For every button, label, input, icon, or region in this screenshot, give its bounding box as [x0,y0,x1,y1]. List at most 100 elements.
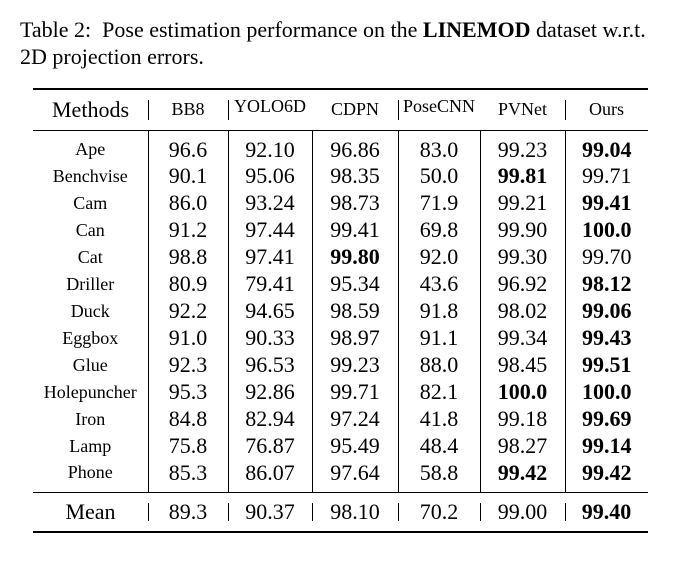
cell-bold: 99.06 [582,298,632,323]
cell: 95.34 [311,270,398,298]
caption-text: Pose estimation performance on the [102,17,418,42]
cell: 94.65 [227,297,312,325]
cell: 98.27 [479,432,565,460]
cell: 96.86 [311,130,398,163]
cell: 95.49 [311,432,398,460]
table-row: Cat 98.8 97.41 99.80 92.0 99.30 99.70 [33,243,648,271]
cell: 97.24 [311,405,398,433]
table-row: Holepuncher 95.3 92.86 99.71 82.1 100.0 100.0 [33,378,648,406]
cell: 98.97 [311,324,398,352]
cell: 76.87 [227,432,312,460]
cell-bold: 100.0 [497,379,548,404]
cell: 91.0 [147,324,228,352]
cell: 92.86 [227,378,312,406]
cell: 43.6 [397,270,480,298]
header-cell: PoseCNN [398,89,480,130]
cell-bold: 100.0 [582,379,632,404]
cell: 99.04 [564,130,648,163]
row-label: Eggbox [62,327,119,348]
cell: 91.1 [397,324,480,352]
cell-bold: 99.51 [582,352,632,377]
cell: 99.23 [311,351,398,379]
header-text: Ours [589,99,624,120]
cell: 96.53 [227,351,312,379]
cell: 48.4 [397,432,480,460]
cell: 98.8 [147,243,228,271]
cell: 88.0 [397,351,480,379]
row-label: Can [75,219,105,240]
cell-bold: 99.81 [497,163,548,188]
results-table: Methods BB8 YOLO6D CDPN PoseCNN PVNet Ou… [33,88,648,533]
row-label: Duck [70,300,110,321]
cell-bold: 99.42 [582,459,632,485]
caption: Table 2: Pose estimation performance on … [20,16,670,70]
cell-bold: 99.41 [582,190,632,215]
cell: 99.51 [564,351,648,379]
cell: 84.8 [147,405,228,433]
header-row: Methods BB8 YOLO6D CDPN PoseCNN PVNet Ou… [33,89,648,130]
cell: 85.3 [147,459,228,492]
cell: 98.45 [479,351,565,379]
cell-bold: 99.69 [582,406,632,431]
header-cell: YOLO6D [228,89,312,130]
cell: 69.8 [397,216,480,244]
table-row: Can 91.2 97.44 99.41 69.8 99.90 100.0 [33,216,648,244]
cell: 79.41 [227,270,312,298]
table-row: Phone 85.3 86.07 97.64 58.8 99.42 99.42 [33,459,648,492]
cell: 100.0 [479,378,565,406]
cell: 97.41 [227,243,312,271]
cell: 100.0 [564,378,648,406]
cell: 99.00 [480,492,565,532]
cell-bold: 99.80 [330,244,380,269]
table-row: Eggbox 91.0 90.33 98.97 91.1 99.34 99.43 [33,324,648,352]
cell-bold: 100.0 [582,217,632,242]
cell: 99.30 [479,243,565,271]
row-label: Phone [67,462,113,482]
cell: 99.23 [479,130,565,163]
header-text: BB8 [171,99,205,120]
cell: 92.3 [147,351,228,379]
cell: 91.8 [397,297,480,325]
header-cell: PVNet [498,99,547,120]
cell: 95.06 [227,162,312,190]
cell: 99.21 [479,189,565,217]
header-cell: BB8 [148,89,228,130]
caption-text: dataset w.r.t. 2D projection errors. [20,17,646,69]
cell: 99.14 [564,432,648,460]
cell: 98.10 [312,492,398,532]
cell: 70.2 [398,492,480,532]
cell: 86.0 [147,189,228,217]
cell: 90.1 [147,162,228,190]
cell: 98.35 [311,162,398,190]
cell: 90.37 [228,492,312,532]
cell-bold: 99.14 [582,433,632,458]
header-text: PoseCNN [402,96,475,116]
table-row: Benchvise 90.1 95.06 98.35 50.0 99.81 99.71 [33,162,648,190]
header-cell: Ours [565,89,648,130]
row-label: Glue [72,354,108,375]
cell: 99.70 [564,243,648,271]
row-label: Iron [75,408,106,429]
header-text: YOLO6D [234,96,306,116]
cell: 95.3 [147,378,228,406]
header-cell: Methods [52,96,129,122]
cell: 41.8 [397,405,480,433]
cell: 82.94 [227,405,312,433]
cell: 98.02 [479,297,565,325]
cell: 75.8 [147,432,228,460]
row-label: Driller [66,273,115,294]
cell: 100.0 [564,216,648,244]
table-row: Iron 84.8 82.94 97.24 41.8 99.18 99.69 [33,405,648,433]
table-body: Ape 96.6 92.10 96.86 83.0 99.23 99.04 Benchvise… [33,130,648,492]
cell: 99.42 [479,459,565,492]
cell: 92.0 [397,243,480,271]
mean-row: Mean 89.3 90.37 98.10 70.2 99.00 99.40 [33,492,648,532]
cell: 98.59 [311,297,398,325]
cell: 99.71 [564,162,648,190]
cell-bold: 99.43 [582,325,632,350]
cell: 99.41 [311,216,398,244]
cell: 99.40 [565,492,648,532]
cell: 89.3 [148,492,228,532]
row-label: Benchvise [52,165,128,186]
